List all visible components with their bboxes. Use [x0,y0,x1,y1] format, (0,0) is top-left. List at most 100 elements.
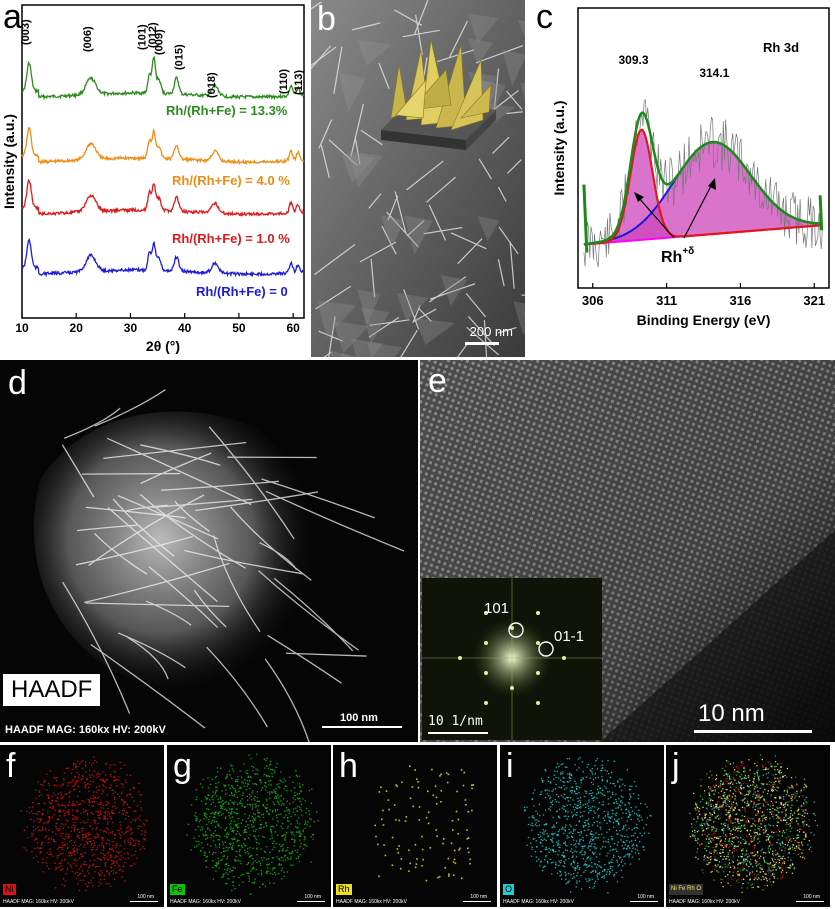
xps-fit-component-1 [583,128,823,246]
xps-chart: 306 311 316 321 Binding Energy (eV) Intensity… [551,7,830,328]
xps-arrowhead-1 [634,192,644,202]
xps-plot-frame [577,7,830,289]
eds-element-tag: Ni [3,884,16,895]
xrd-peak-label: (003) [20,19,32,45]
panel-c-xps: c 306 311 316 321 Binding Energy (eV) Intensi… [526,0,835,357]
fft-spot [562,656,566,660]
xrd-series-line [22,238,305,278]
panel-b-scale-bar [465,342,499,345]
xrd-x-axis-label: 2θ (°) [146,338,180,354]
xrd-x-tick-label: 40 [178,321,192,335]
xps-x-tick-label: 311 [656,293,677,308]
panel-e-scale-bar [694,730,812,733]
xrd-peak-label: (113) [293,70,305,95]
eds-map-footer: HAADF MAG: 160kx HV: 200kV [3,899,74,905]
xrd-peak-label: (009) [154,29,166,55]
xrd-x-tick-label: 20 [70,321,84,335]
panel-d-haadf-image: d HAADF HAADF MAG: 160kx HV: 200kV 100 n… [0,360,418,742]
eds-scale-text: 100 nm [637,894,654,900]
xps-raw-data-line [583,98,823,268]
fft-label-101: 101 [484,600,510,617]
xrd-series-label: Rh/(Rh+Fe) = 4.0 % [172,173,290,188]
eds-map-dots [20,756,149,892]
eds-element-tag: Rh [336,884,352,895]
xrd-peak-label: (018) [206,72,218,98]
fft-label-01-1: 01-1 [554,628,585,645]
eds-map-footer: HAADF MAG: 160kx HV: 200kV [336,899,407,905]
eds-map-footer: HAADF MAG: 160kx HV: 200kV [503,899,574,905]
xrd-series-line [21,127,305,166]
eds-element-tag: O [503,884,515,895]
fft-spot [484,671,488,675]
panel-d-scale-bar [322,726,402,728]
xrd-peak-label: (101) [136,24,148,50]
panel-a-label: a [3,0,22,36]
fft-spot [536,701,540,705]
fft-inset: 101 01-1 10 1/nm [422,578,602,740]
eds-scale-text: 100 nm [304,894,321,900]
eds-map-dots [186,753,319,895]
fft-circle-01-1 [538,641,554,657]
eds-map-footer: HAADF MAG: 160kx HV: 200kV [669,899,740,905]
haadf-mode-badge: HAADF [3,674,101,706]
eds-scale-text: 100 nm [803,894,820,900]
panel-b-label: b [317,0,336,38]
eds-map-dots [689,754,819,893]
xrd-y-axis-label: Intensity (a.u.) [1,114,17,209]
fft-spot [510,626,514,630]
sem-nanosheets [311,0,525,357]
fft-spot [484,611,488,615]
xps-x-tick-label: 316 [730,293,752,308]
eds-scale-text: 100 nm [137,894,154,900]
eds-element-tag: Fe [170,884,185,895]
fft-pattern [422,578,602,740]
eds-scale-bar [463,901,491,902]
fft-spot [536,611,540,615]
eds-scale-text: 100 nm [470,894,487,900]
panel-b-scale-text: 200 nm [469,324,513,339]
panel-f-label: f [6,747,16,785]
xrd-x-tick-label: 50 [232,321,246,335]
panel-e-label: e [428,362,447,400]
fft-spot [536,641,540,645]
panel-d-footer: HAADF MAG: 160kx HV: 200kV [5,724,166,736]
panel-h-label: h [339,747,358,785]
eds-map-g: g Fe HAADF MAG: 160kx HV: 200kV 100 nm [167,745,331,907]
xrd-peak-label: (110) [278,69,290,94]
eds-map-dots [374,765,475,882]
xrd-peak-label: (015) [174,44,186,70]
panel-d-label: d [8,364,27,402]
xrd-series-label: Rh/(Rh+Fe) = 1.0 % [172,231,290,246]
haadf-mode-text: HAADF [11,676,93,703]
fft-spot [484,701,488,705]
panel-e-hrtem-image: e 101 01-1 10 1/nm 10 nm [420,360,835,742]
xps-x-tick-label: 306 [582,293,604,308]
xps-peak-label-2: 314.1 [699,66,729,80]
xps-component-fill-broad [583,142,824,245]
xps-arrowhead-2 [708,178,716,190]
fft-scale-text: 10 1/nm [428,714,483,729]
fft-circle-101 [508,622,524,638]
xps-component-fill-narrow [583,129,824,245]
xps-annotation: Rh+δ [661,246,694,266]
xrd-x-tick-label: 60 [286,321,300,335]
xps-y-axis-label: Intensity (a.u.) [551,101,567,196]
eds-map-dots [523,756,652,894]
xrd-series-label: Rh/(Rh+Fe) = 0 [196,284,288,299]
panel-g-label: g [173,747,192,785]
panel-j-label: j [672,747,680,785]
xps-arrow-2 [683,183,713,239]
fft-spot [510,686,514,690]
xps-x-axis-label: Binding Energy (eV) [637,312,771,328]
panel-c-label: c [536,0,553,36]
eds-map-i: i O HAADF MAG: 160kx HV: 200kV 100 nm [500,745,664,907]
eds-element-tag: Ni Fe Rh O [669,884,704,895]
eds-map-f: f Ni HAADF MAG: 160kx HV: 200kV 100 nm [0,745,164,907]
eds-map-h: h Rh HAADF MAG: 160kx HV: 200kV 100 nm [333,745,497,907]
haadf-particle [33,389,405,742]
xrd-series-line [21,55,305,101]
xrd-plot-frame [21,4,305,319]
eds-scale-bar [796,901,824,902]
fft-spot [458,656,462,660]
panel-a-xrd: a 10 20 30 40 50 60 2θ (°) Intensity (a.u.) Rh/(… [0,0,310,357]
